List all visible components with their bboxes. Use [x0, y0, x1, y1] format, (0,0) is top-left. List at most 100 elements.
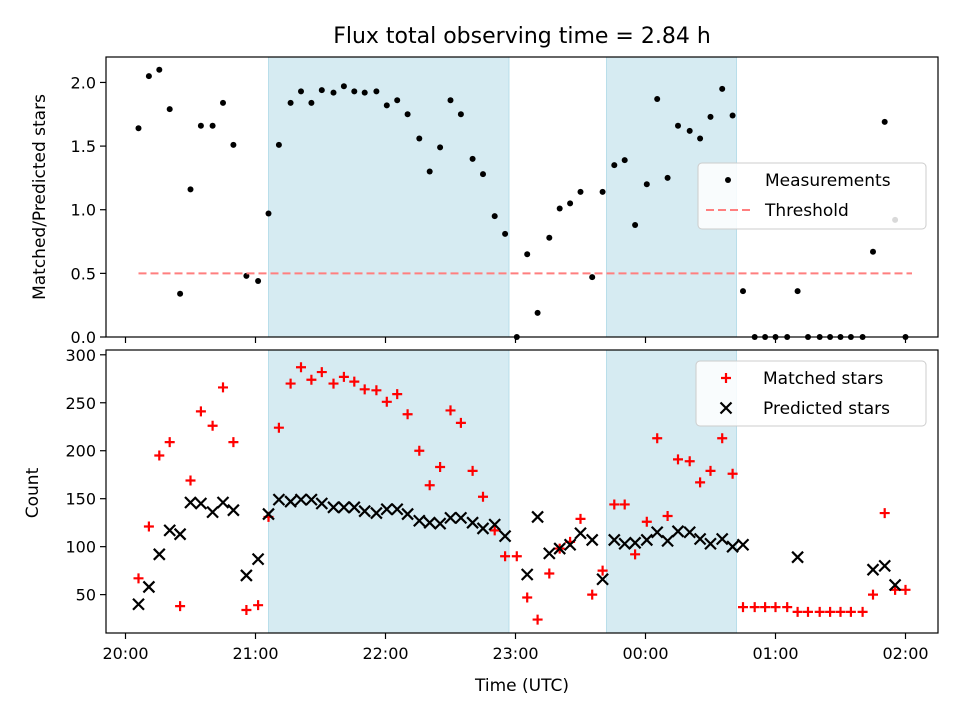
predicted-star-point — [370, 506, 383, 520]
matched-star-point — [218, 382, 228, 393]
predicted-star-point — [227, 503, 240, 517]
measurement-point — [480, 171, 486, 178]
predicted-star-point — [294, 493, 308, 506]
predicted-star-point — [142, 580, 156, 594]
matched-star-point — [522, 592, 533, 603]
measurement-point — [416, 135, 423, 142]
predicted-star-point — [640, 533, 654, 547]
matched-star-point — [414, 445, 425, 456]
matched-star-point — [609, 499, 620, 510]
measurement-point — [287, 99, 294, 106]
matched-star-point — [900, 584, 911, 595]
measurement-point — [729, 112, 736, 119]
measurement-point — [156, 66, 163, 73]
matched-star-point — [695, 477, 706, 488]
matched-star-point — [717, 433, 728, 444]
matched-star-point — [467, 465, 478, 476]
measurement-point — [361, 89, 368, 96]
matched-star-point — [392, 389, 403, 400]
matched-star-point — [879, 508, 890, 519]
measurement-point — [457, 111, 464, 118]
measurement-point — [135, 125, 142, 132]
y-tick-label: 150 — [65, 490, 96, 509]
measurement-point — [870, 248, 876, 255]
predicted-star-point — [184, 496, 197, 509]
measurement-point — [394, 97, 401, 104]
measurement-point — [534, 309, 541, 316]
measurement-point — [697, 135, 704, 142]
y-tick-label: 1.0 — [71, 201, 96, 220]
predicted-star-point — [390, 502, 404, 516]
matched-star-point — [253, 600, 264, 611]
matched-star-point — [857, 606, 868, 617]
legend-label: Matched stars — [763, 369, 883, 389]
predicted-star-point — [444, 511, 457, 525]
matched-star-point — [455, 417, 466, 428]
predicted-star-point — [650, 525, 664, 539]
measurement-point — [373, 88, 380, 95]
matched-star-point — [207, 420, 218, 431]
matched-star-point — [738, 602, 748, 613]
chart-title: Flux total observing time = 2.84 h — [333, 24, 711, 49]
top-panel: 0.0 0.5 1.0 1.5 2.0 Measurements Threshold — [71, 56, 939, 347]
matched-star-point — [445, 405, 456, 416]
measurement-point — [654, 96, 661, 102]
measurement-point — [567, 200, 574, 207]
matched-star-point — [381, 396, 392, 407]
measurement-point — [255, 278, 262, 284]
y-tick-label: 0.0 — [71, 328, 96, 347]
matched-star-point — [760, 602, 771, 613]
matched-star-point — [371, 385, 382, 396]
top-ylabel: Matched/Predicted stars — [30, 94, 50, 300]
measurement-point — [664, 174, 671, 181]
predicted-star-point — [608, 533, 621, 547]
predicted-star-point — [543, 547, 556, 560]
predicted-star-point — [671, 525, 685, 538]
measurement-point — [230, 141, 237, 148]
predicted-star-point — [315, 497, 329, 510]
y-tick-label: 250 — [65, 394, 96, 413]
predicted-star-point — [618, 537, 631, 551]
legend-label: Measurements — [765, 171, 891, 191]
predicted-star-point — [476, 522, 490, 535]
measurement-point — [621, 157, 628, 164]
bottom-panel: 50 100 150 200 250 300 20:00 21:00 22:00 23:00 00:… — [65, 346, 939, 663]
measurement-point — [643, 181, 650, 188]
matched-star-point — [133, 573, 144, 584]
predicted-star-point — [791, 550, 804, 564]
matched-star-point — [630, 549, 641, 560]
matched-star-point — [868, 589, 878, 600]
predicted-star-point — [272, 493, 286, 506]
matched-star-point — [770, 602, 781, 613]
legend-bottom: Matched stars Predicted stars — [695, 360, 927, 427]
measurement-point — [308, 99, 315, 106]
matched-star-point — [185, 475, 196, 486]
measurement-point — [469, 155, 476, 162]
matched-star-point — [803, 606, 813, 617]
predicted-star-point — [216, 496, 230, 509]
matched-star-point — [792, 606, 803, 617]
predicted-star-point — [423, 516, 436, 529]
measurement-point — [275, 141, 282, 148]
predicted-star-point — [736, 538, 750, 552]
matched-star-point — [652, 433, 663, 444]
x-tick-label: 01:00 — [752, 644, 798, 663]
matched-star-point — [619, 499, 630, 510]
shaded-interval — [268, 349, 510, 634]
matched-star-point — [349, 376, 360, 387]
legend-marker-predicted — [719, 401, 733, 415]
measurement-point — [546, 234, 553, 241]
y-tick-label: 300 — [65, 346, 96, 365]
measurement-point — [719, 85, 726, 92]
measurement-point — [404, 111, 411, 118]
predicted-star-point — [693, 532, 707, 546]
measurement-point — [556, 205, 563, 212]
predicted-star-point — [194, 497, 208, 510]
matched-star-point — [154, 450, 165, 461]
predicted-star-point — [574, 526, 587, 540]
matched-star-point — [296, 362, 306, 373]
predicted-star-point — [726, 540, 739, 553]
measurement-point — [318, 87, 325, 94]
legend-top: Measurements Threshold — [697, 162, 927, 230]
